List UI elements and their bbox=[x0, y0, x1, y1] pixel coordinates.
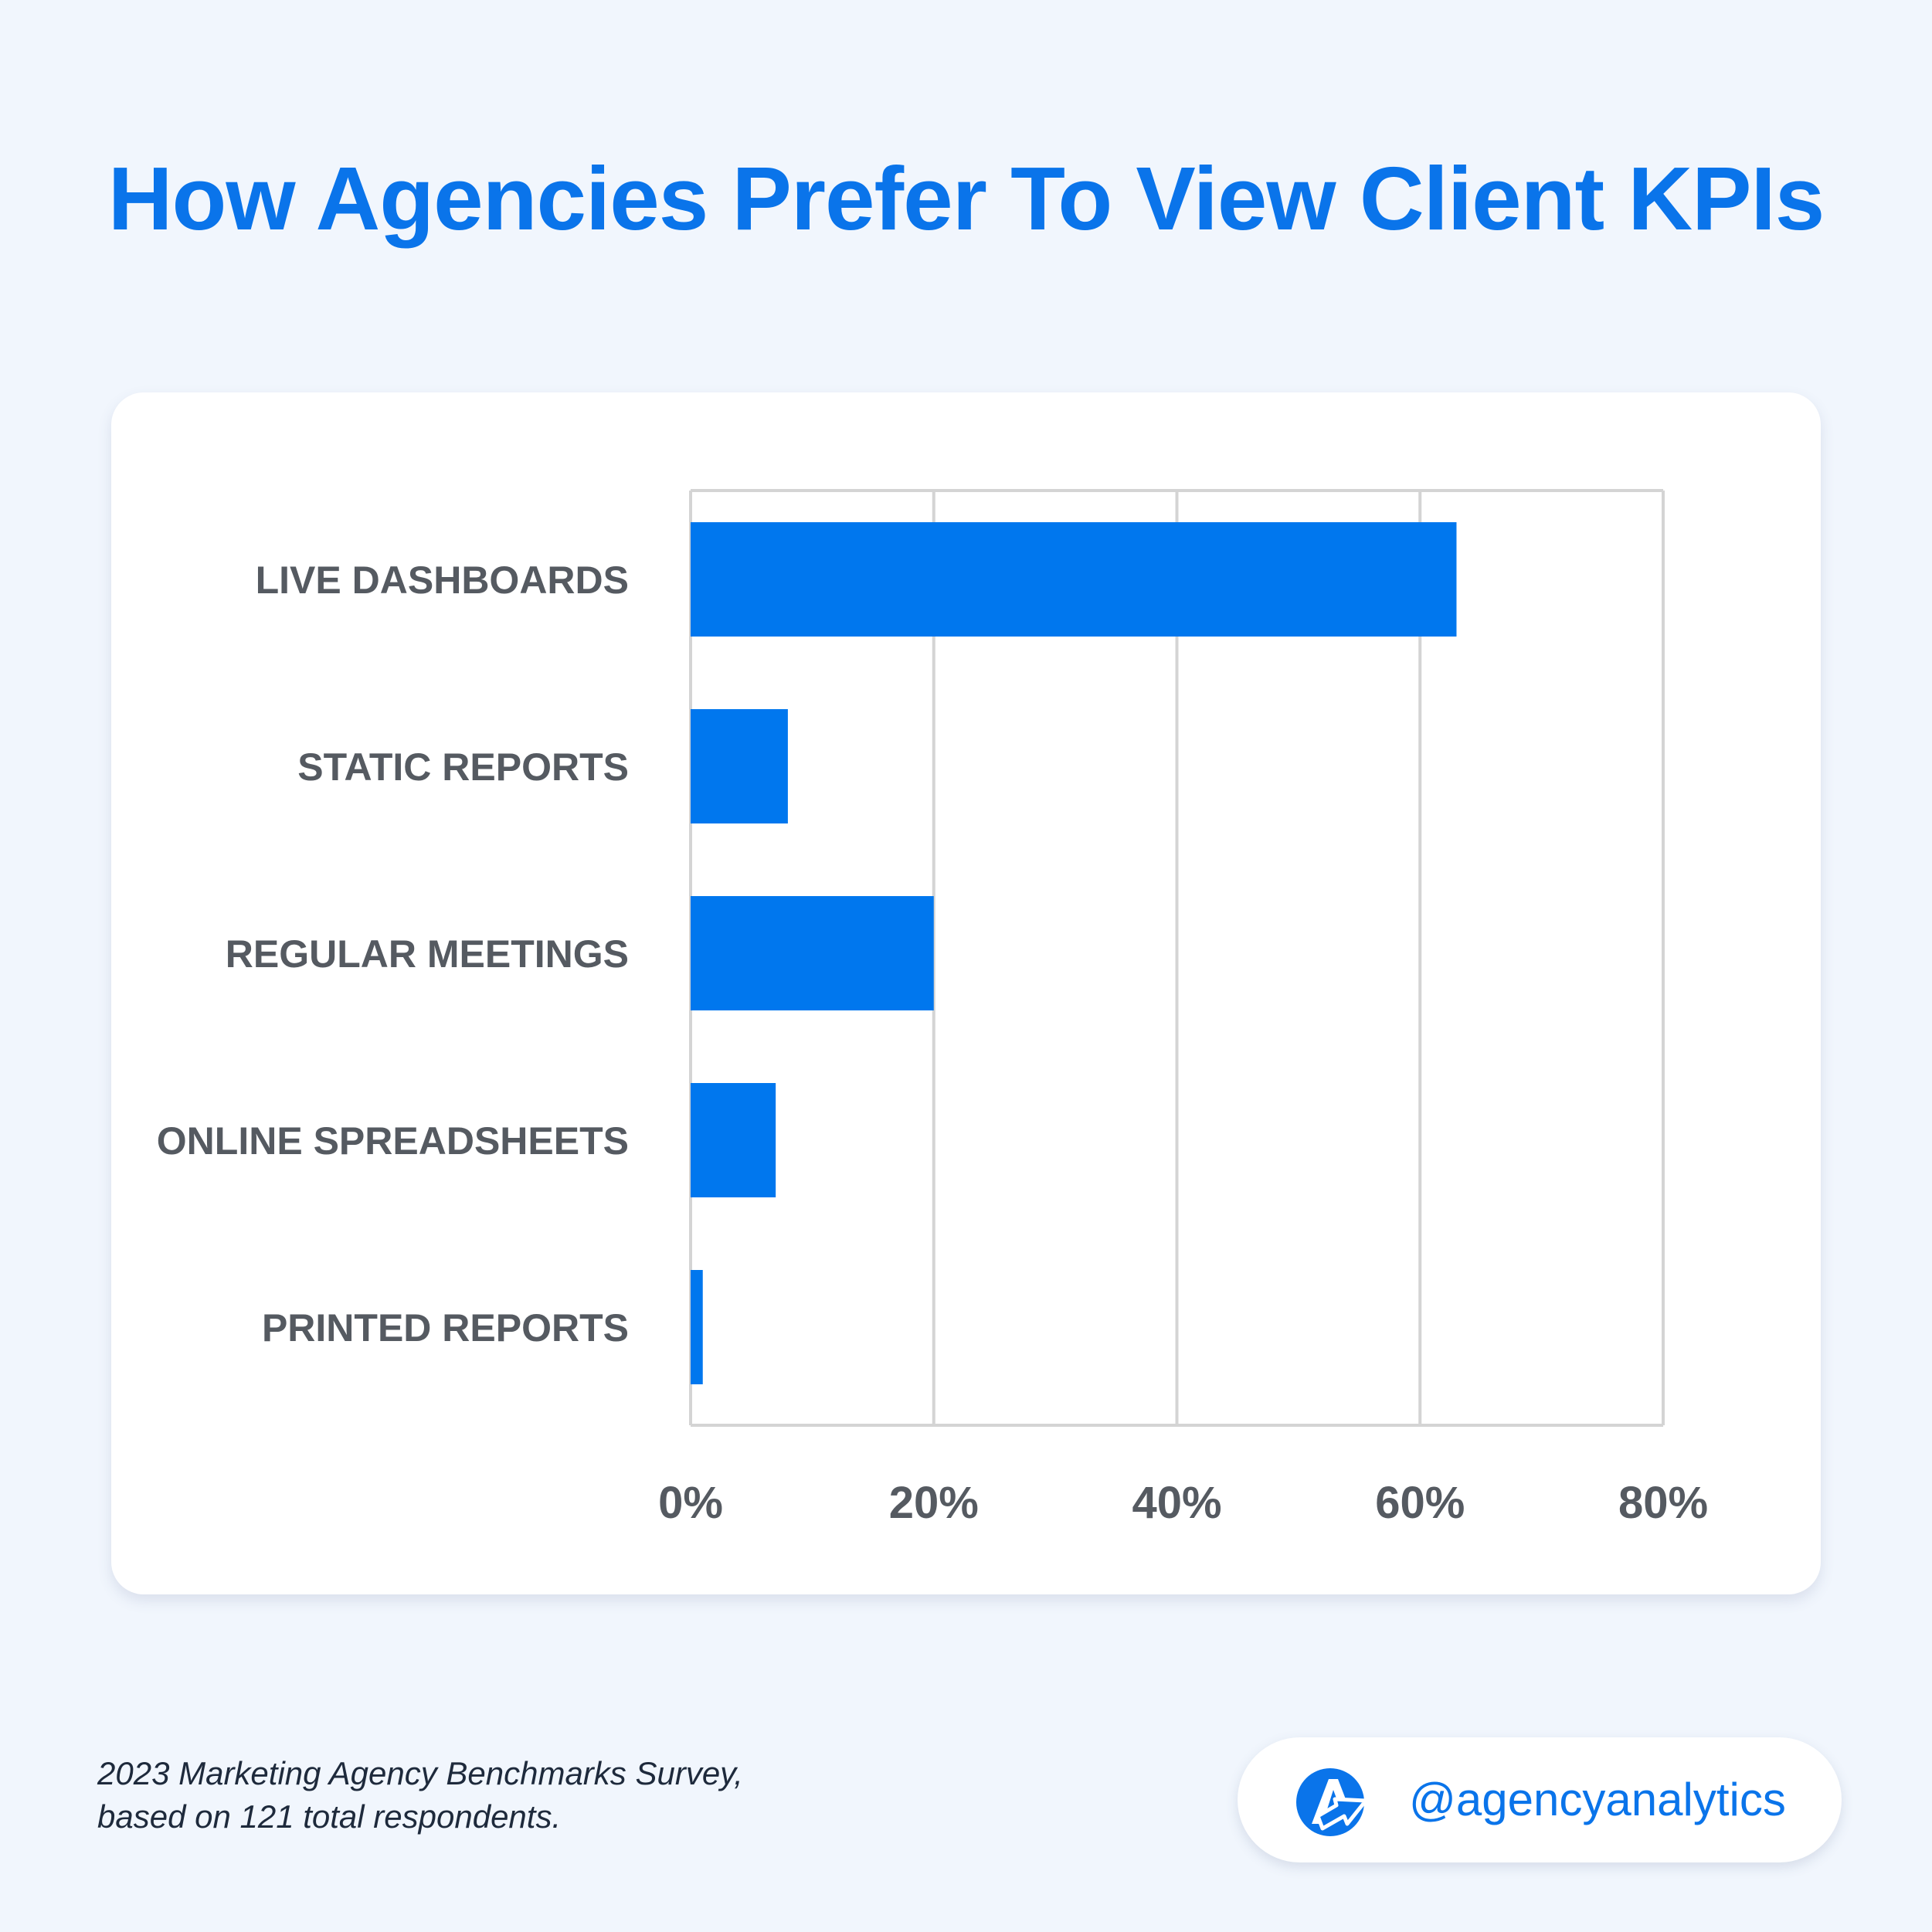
x-tick-label: 20% bbox=[889, 1478, 979, 1528]
social-handle[interactable]: @agencyanalytics bbox=[1409, 1774, 1786, 1825]
bar bbox=[691, 522, 1457, 637]
source-note: 2023 Marketing Agency Benchmarks Survey,… bbox=[97, 1752, 743, 1839]
bar bbox=[691, 1083, 776, 1197]
source-line-1: 2023 Marketing Agency Benchmarks Survey, bbox=[97, 1755, 743, 1791]
bar-chart: 0% 20% 40% 60% 80% LIVE DASHBOARDS STATIC REPO… bbox=[157, 489, 1708, 1528]
x-tick-label: 40% bbox=[1132, 1478, 1221, 1528]
x-tick-label: 60% bbox=[1375, 1478, 1465, 1528]
agencyanalytics-logo-icon bbox=[1296, 1768, 1368, 1836]
category-label: STATIC REPORTS bbox=[297, 745, 629, 789]
category-label: LIVE DASHBOARDS bbox=[256, 559, 629, 602]
source-line-2: based on 121 total respondents. bbox=[97, 1798, 562, 1835]
x-tick-label: 0% bbox=[658, 1478, 723, 1528]
category-label: ONLINE SPREADSHEETS bbox=[157, 1119, 629, 1163]
category-label: REGULAR MEETINGS bbox=[226, 932, 629, 976]
x-tick-label: 80% bbox=[1618, 1478, 1708, 1528]
bar bbox=[691, 896, 934, 1010]
bar bbox=[691, 1270, 703, 1384]
social-handle-badge[interactable]: @agencyanalytics bbox=[1238, 1737, 1842, 1862]
chart-card: 0% 20% 40% 60% 80% LIVE DASHBOARDS STATIC REPO… bbox=[111, 392, 1821, 1594]
page-title: How Agencies Prefer To View Client KPIs bbox=[107, 148, 1825, 249]
bar bbox=[691, 709, 788, 823]
category-label: PRINTED REPORTS bbox=[262, 1306, 629, 1350]
